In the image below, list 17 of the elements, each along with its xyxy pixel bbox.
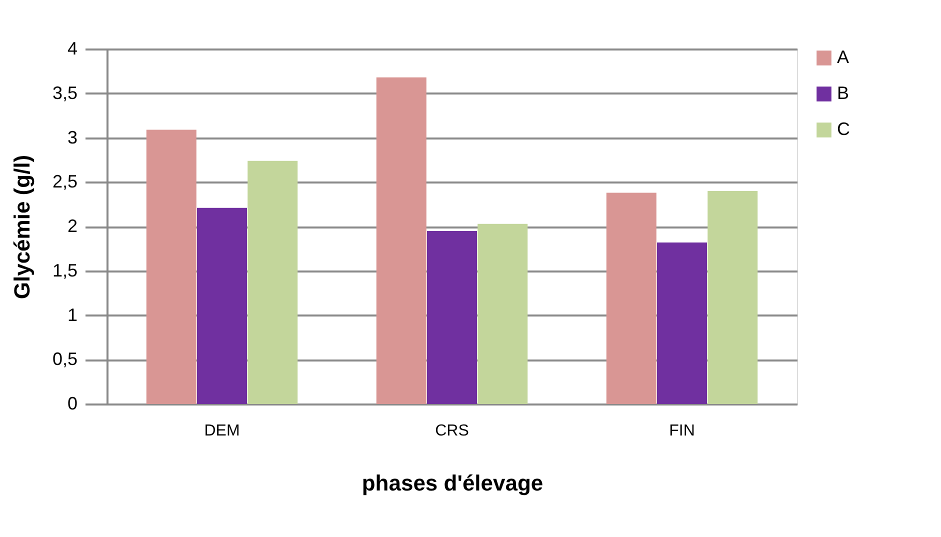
y-tick-label: 3,5 [52, 82, 78, 103]
y-tick-label: 2 [67, 216, 78, 236]
legend-label: A [837, 47, 850, 67]
x-axis-title: phases d'élevage [362, 470, 544, 496]
y-tick-label: 0 [67, 394, 78, 414]
legend-label: B [837, 83, 850, 103]
y-tick-label: 3 [67, 127, 78, 148]
y-tick-label: 0,5 [52, 349, 78, 370]
y-axis-title: Glycémie (g/l) [9, 154, 34, 300]
x-tick-label: DEM [204, 422, 240, 440]
y-tick-label: 4 [67, 38, 78, 58]
y-tick-label: 2,5 [52, 172, 78, 192]
legend-label: C [837, 119, 850, 139]
x-tick-label: CRS [435, 422, 469, 440]
y-tick-label: 1 [67, 304, 78, 325]
x-tick-label: FIN [669, 422, 695, 440]
y-tick-label: 1,5 [52, 260, 78, 280]
